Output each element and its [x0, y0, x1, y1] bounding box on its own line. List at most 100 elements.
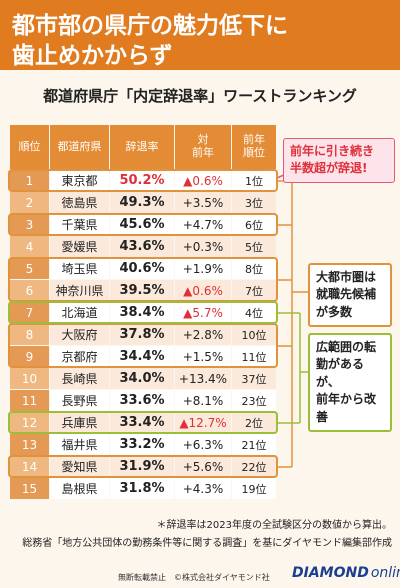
- prefecture: 東京都: [50, 170, 109, 191]
- title-line: 歯止めかからず: [12, 43, 173, 69]
- rank: 12: [10, 412, 49, 433]
- callout-line: 前年に引き続き: [290, 144, 375, 158]
- prefecture: 埼玉県: [50, 258, 109, 279]
- column-header: 前年 順位: [232, 125, 276, 169]
- decline-rate: 39.5%: [110, 280, 174, 301]
- change: +4.7%: [175, 214, 231, 235]
- change: ▲0.6%: [175, 170, 231, 191]
- prefecture: 愛知県: [50, 456, 109, 477]
- previous-rank: 10位: [232, 324, 276, 345]
- previous-rank: 11位: [232, 346, 276, 367]
- prefecture: 長崎県: [50, 368, 109, 389]
- rank: 2: [10, 192, 49, 213]
- change: +8.1%: [175, 390, 231, 411]
- note: ＊辞退率は2023年度の全試験区分の数値から算出。: [156, 520, 392, 531]
- decline-rate: 45.6%: [110, 214, 174, 235]
- decline-rate: 31.9%: [110, 456, 174, 477]
- change: +5.6%: [175, 456, 231, 477]
- decline-rate: 33.4%: [110, 412, 174, 433]
- change: +6.3%: [175, 434, 231, 455]
- copyright: 無断転載禁止 ©株式会社ダイヤモンド社: [118, 573, 270, 582]
- previous-rank: 19位: [232, 478, 276, 499]
- callout-line: 善: [316, 409, 329, 424]
- previous-rank: 22位: [232, 456, 276, 477]
- rank: 6: [10, 280, 49, 301]
- previous-rank: 37位: [232, 368, 276, 389]
- column-header-line: 前年: [192, 146, 214, 159]
- callout: 広範囲の転 勤があるが、 前年から改善: [308, 333, 392, 432]
- title-banner: [0, 0, 400, 70]
- row-group-box: [8, 455, 278, 478]
- row-group-box: [8, 323, 278, 368]
- decline-rate: 31.8%: [110, 478, 174, 499]
- decline-rate: 33.6%: [110, 390, 174, 411]
- previous-rank: 23位: [232, 390, 276, 411]
- column-header: 都道府県: [50, 125, 109, 169]
- decline-rate: 37.8%: [110, 324, 174, 345]
- change: +3.5%: [175, 192, 231, 213]
- column-header-line: 辞退率: [125, 139, 159, 153]
- column-header: 辞退率: [110, 125, 174, 169]
- change: ▲5.7%: [175, 302, 231, 323]
- previous-rank: 5位: [232, 236, 276, 257]
- callout-line: 大都市圏は: [316, 270, 377, 284]
- rank: 9: [10, 346, 49, 367]
- callout-line: が多数: [316, 304, 353, 319]
- change: +2.8%: [175, 324, 231, 345]
- rank: 4: [10, 236, 49, 257]
- subtitle: 都道府県庁「内定辞退率」ワーストランキング: [43, 87, 357, 105]
- callout: 大都市圏は就職先候補が多数: [308, 263, 392, 328]
- prefecture: 福井県: [50, 434, 109, 455]
- callout-line: 広範囲の転: [316, 340, 377, 354]
- rank: 13: [10, 434, 49, 455]
- brand: DIAMONDonline: [292, 565, 400, 581]
- previous-rank: 21位: [232, 434, 276, 455]
- change: ▲0.6%: [175, 280, 231, 301]
- prefecture: 千葉県: [50, 214, 109, 235]
- column-header-line: 順位: [18, 139, 41, 153]
- brand-suffix: online: [370, 565, 400, 581]
- rank: 1: [10, 170, 49, 191]
- title-line: 都市部の県庁の魅力低下に: [12, 13, 288, 39]
- row-group-box: [8, 257, 278, 302]
- decline-rate: 38.4%: [110, 302, 174, 323]
- previous-rank: 3位: [232, 192, 276, 213]
- rank: 3: [10, 214, 49, 235]
- rank: 15: [10, 478, 49, 499]
- brand-name: DIAMOND: [292, 565, 369, 581]
- decline-rate: 43.6%: [110, 236, 174, 257]
- note: 総務省「地方公共団体の勤務条件等に関する調査」を基にダイヤモンド編集部作成: [22, 538, 392, 549]
- previous-rank: 4位: [232, 302, 276, 323]
- decline-rate: 49.3%: [110, 192, 174, 213]
- decline-rate: 34.4%: [110, 346, 174, 367]
- change: ▲12.7%: [175, 412, 231, 433]
- column-header-line: 前年: [243, 133, 265, 147]
- row-group-box: [8, 301, 278, 324]
- column-header: 対前年: [175, 125, 231, 169]
- prefecture: 徳島県: [50, 192, 109, 213]
- row-group-box: [8, 411, 278, 434]
- rank: 8: [10, 324, 49, 345]
- previous-rank: 7位: [232, 280, 276, 301]
- row-group-box: [8, 213, 278, 236]
- previous-rank: 6位: [232, 214, 276, 235]
- column-header-line: 都道府県: [57, 139, 102, 153]
- change: +4.3%: [175, 478, 231, 499]
- prefecture: 島根県: [50, 478, 109, 499]
- change: +1.5%: [175, 346, 231, 367]
- decline-rate: 50.2%: [110, 170, 174, 191]
- change: +13.4%: [175, 368, 231, 389]
- prefecture: 兵庫県: [50, 412, 109, 433]
- callout-line: 半数超が辞退!: [290, 161, 368, 176]
- rank: 7: [10, 302, 49, 323]
- prefecture: 長野県: [50, 390, 109, 411]
- previous-rank: 8位: [232, 258, 276, 279]
- rank: 5: [10, 258, 49, 279]
- previous-rank: 2位: [232, 412, 276, 433]
- change: +0.3%: [175, 236, 231, 257]
- decline-rate: 33.2%: [110, 434, 174, 455]
- prefecture: 京都府: [50, 346, 109, 367]
- callout-line: 就職先候補: [316, 287, 377, 302]
